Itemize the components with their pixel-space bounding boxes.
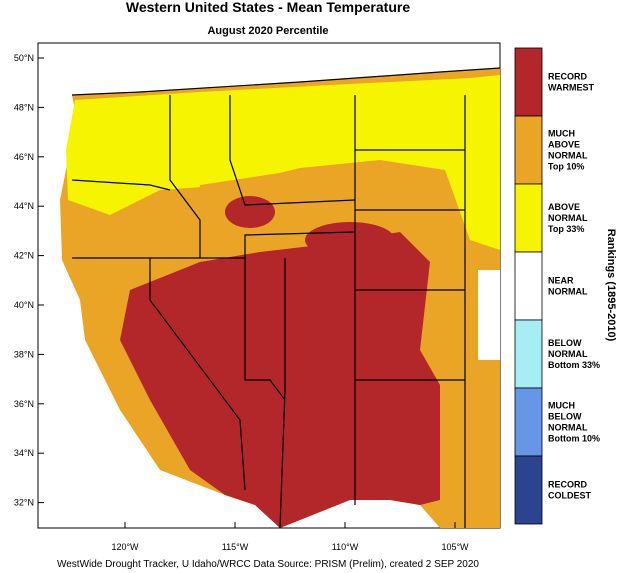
record-region — [120, 232, 440, 528]
longitude-label: 115°W — [222, 542, 249, 552]
legend-label: MUCH — [548, 129, 575, 139]
longitude-label: 120°W — [111, 542, 139, 552]
state-borders — [71, 67, 501, 529]
subtitle: August 2020 Percentile — [207, 25, 328, 37]
legend-label: Bottom 10% — [548, 434, 600, 444]
legend-swatch — [514, 455, 543, 525]
latitude-label: 40°N — [14, 300, 34, 310]
legend-label: ABOVE — [548, 140, 580, 150]
latitude-label: 34°N — [14, 448, 34, 458]
legend-swatch — [514, 47, 543, 117]
legend-label: BELOW — [548, 338, 582, 348]
legend-label: NORMAL — [548, 213, 588, 223]
legend-label: WARMEST — [548, 83, 595, 93]
latitude-axis: 50°N 48°N 46°N 44°N 42°N 40°N 38°N 36°N 34°N 32°N — [14, 53, 44, 508]
record-patch — [225, 196, 275, 228]
legend-label: Top 33% — [548, 224, 584, 234]
latitude-label: 46°N — [14, 152, 34, 162]
legend-label: NEAR — [548, 276, 574, 286]
legend-label: Bottom 33% — [548, 360, 600, 370]
latitude-label: 50°N — [14, 53, 34, 63]
legend-swatch — [514, 387, 543, 457]
footer: WestWide Drought Tracker, U Idaho/WRCC D… — [57, 559, 479, 570]
legend-label: RECORD — [548, 72, 588, 82]
legend-label: MUCH — [548, 401, 575, 411]
legend-label: COLDEST — [548, 491, 592, 501]
legend-label: NORMAL — [548, 287, 588, 297]
latitude-label: 38°N — [14, 349, 34, 359]
legend-swatch — [514, 183, 543, 253]
legend-label: BELOW — [548, 412, 582, 422]
legend-label: RECORD — [548, 480, 588, 490]
legend-label: NORMAL — [548, 151, 588, 161]
above-normal-region — [66, 75, 500, 250]
legend-swatch — [514, 115, 543, 185]
longitude-label: 105°W — [441, 542, 469, 552]
legend-label: NORMAL — [548, 349, 588, 359]
map — [37, 42, 501, 529]
legend-label: ABOVE — [548, 202, 580, 212]
latitude-label: 36°N — [14, 399, 34, 409]
longitude-axis: 120°W 115°W 110°W 105°W — [111, 522, 469, 552]
latitude-label: 48°N — [14, 102, 34, 112]
latitude-label: 32°N — [14, 498, 34, 508]
longitude-label: 110°W — [332, 542, 359, 552]
latitude-label: 44°N — [14, 201, 34, 211]
legend-label: Top 10% — [548, 162, 584, 172]
legend-title: Rankings (1895-2010) — [605, 229, 617, 342]
legend-label: NORMAL — [548, 423, 588, 433]
title: Western United States - Mean Temperature — [126, 0, 410, 15]
legend-swatch — [514, 251, 543, 321]
near-normal-patch — [478, 270, 500, 360]
latitude-label: 42°N — [14, 251, 34, 261]
legend-swatch — [514, 319, 543, 389]
record-patch — [305, 222, 395, 258]
